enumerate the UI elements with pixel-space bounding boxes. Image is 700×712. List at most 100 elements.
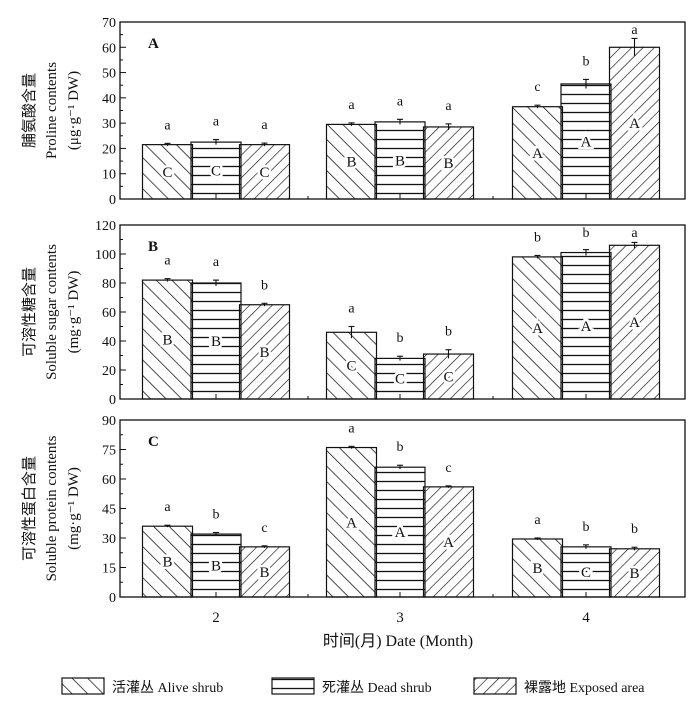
- significance-letter-upper: A: [581, 319, 592, 335]
- y-tick-label: 120: [95, 219, 116, 234]
- bar: [422, 353, 475, 400]
- legend-label: 裸露地 Exposed area: [524, 680, 645, 696]
- bar: [560, 83, 612, 200]
- significance-letter-lower: a: [397, 94, 404, 109]
- bar: [238, 546, 291, 598]
- y-tick-label: 60: [102, 41, 116, 56]
- significance-letter-upper: B: [629, 566, 639, 582]
- significance-letter-lower: a: [348, 98, 355, 113]
- significance-letter-lower: c: [261, 521, 267, 536]
- y-tick-label: 50: [102, 67, 116, 82]
- significance-letter-lower: a: [164, 254, 171, 269]
- bar: [238, 304, 291, 400]
- bar: [560, 546, 612, 598]
- y-axis-title-cn: 脯氨酸含量: [21, 73, 38, 148]
- y-axis-title-cn: 可溶性蛋白含量: [21, 456, 38, 561]
- bar: [608, 46, 661, 200]
- significance-letter-lower: a: [261, 118, 268, 133]
- significance-letter-lower: a: [213, 115, 220, 130]
- significance-letter-upper: A: [629, 315, 640, 331]
- y-axis-title: 脯氨酸含量 Proline contents (μg·g⁻¹ DW): [21, 62, 82, 159]
- bar: [325, 331, 378, 400]
- y-axis-unit: (mg·g⁻¹ DW): [66, 271, 82, 354]
- significance-letter-upper: B: [162, 555, 172, 571]
- panel-letter: A: [148, 36, 159, 52]
- y-tick-label: 90: [102, 414, 116, 429]
- significance-letter-upper: C: [346, 359, 356, 375]
- y-tick-label: 45: [102, 503, 116, 518]
- legend-label: 死灌丛 Dead shrub: [322, 680, 432, 696]
- significance-letter-lower: b: [213, 507, 220, 522]
- y-tick-label: 0: [109, 193, 116, 208]
- significance-letter-lower: b: [397, 331, 404, 346]
- y-tick-label: 80: [102, 277, 116, 292]
- y-tick-label: 0: [109, 393, 116, 408]
- legend-label: 活灌丛 Alive shrub: [112, 680, 223, 696]
- significance-letter-upper: B: [443, 156, 453, 172]
- y-tick-label: 60: [102, 306, 116, 321]
- significance-letter-upper: A: [395, 525, 406, 541]
- y-tick-label: 40: [102, 92, 116, 107]
- y-axis-title-en: Proline contents: [44, 62, 60, 159]
- panel-a: 0 10 20 30 40 50 60 70 A 脯氨酸含量 Proline contents (μg…: [21, 16, 686, 208]
- significance-letter-lower: a: [348, 302, 355, 317]
- y-tick-label: 70: [102, 16, 116, 31]
- bar: [422, 126, 475, 200]
- y-tick-label: 30: [102, 117, 116, 132]
- bar: [422, 486, 475, 598]
- bar: [560, 251, 612, 400]
- significance-letter-upper: C: [395, 372, 405, 388]
- significance-letter-lower: b: [583, 520, 590, 535]
- legend-item: 活灌丛 Alive shrub: [61, 677, 223, 696]
- x-tick-label: 3: [396, 610, 404, 626]
- y-tick-label: 20: [102, 364, 116, 379]
- significance-letter-upper: A: [629, 116, 640, 132]
- significance-letter-lower: a: [164, 118, 171, 133]
- significance-letter-upper: A: [581, 134, 592, 150]
- bar: [374, 466, 426, 598]
- significance-letter-lower: b: [534, 230, 541, 245]
- significance-letter-upper: B: [162, 333, 172, 349]
- significance-letter-upper: B: [346, 155, 356, 171]
- significance-letter-lower: c: [534, 80, 540, 95]
- y-axis-unit: (μg·g⁻¹ DW): [66, 71, 82, 150]
- legend-swatch: [271, 677, 315, 695]
- significance-letter-lower: b: [583, 54, 590, 69]
- panel-c: 0 15 30 45 60 75 90 C 可溶性蛋白含量 Soluble protein con…: [21, 414, 686, 626]
- significance-letter-lower: b: [445, 325, 452, 340]
- panel-letter: B: [148, 239, 158, 255]
- significance-letter-lower: b: [583, 226, 590, 241]
- significance-letter-upper: C: [162, 165, 172, 181]
- significance-letter-lower: a: [348, 421, 355, 436]
- y-axis-title: 可溶性蛋白含量 Soluble protein contents (mg·g⁻¹ D…: [21, 435, 82, 581]
- legend: 活灌丛 Alive shrub 死灌丛 Dead shrub 裸露地 Exposed…: [61, 677, 645, 696]
- y-tick-label: 100: [95, 248, 116, 263]
- significance-letter-upper: C: [211, 164, 221, 180]
- y-tick-label: 40: [102, 335, 116, 350]
- significance-letter-lower: a: [213, 255, 220, 270]
- significance-letter-upper: B: [211, 559, 221, 575]
- y-tick-label: 75: [102, 444, 116, 459]
- significance-letter-upper: A: [443, 535, 454, 551]
- bar: [141, 279, 194, 400]
- y-axis-title-en: Soluble sugar contents: [44, 244, 60, 380]
- legend-swatch: [473, 677, 517, 695]
- y-tick-label: 20: [102, 142, 116, 157]
- bar: [325, 123, 378, 200]
- significance-letter-lower: a: [631, 226, 638, 241]
- bar: [511, 538, 564, 598]
- y-axis-unit: (mg·g⁻¹ DW): [66, 467, 82, 550]
- significance-letter-upper: C: [443, 370, 453, 386]
- significance-letter-upper: B: [259, 345, 269, 361]
- y-tick-label: 15: [102, 562, 116, 577]
- significance-letter-lower: a: [164, 500, 171, 515]
- bar: [511, 256, 564, 400]
- y-tick-label: 0: [109, 591, 116, 606]
- x-axis-title: 时间(月) Date (Month): [323, 632, 473, 650]
- significance-letter-upper: B: [395, 153, 405, 169]
- bar: [608, 244, 661, 400]
- y-tick-label: 60: [102, 473, 116, 488]
- legend-item: 死灌丛 Dead shrub: [271, 677, 432, 696]
- y-tick-label: 10: [102, 168, 116, 183]
